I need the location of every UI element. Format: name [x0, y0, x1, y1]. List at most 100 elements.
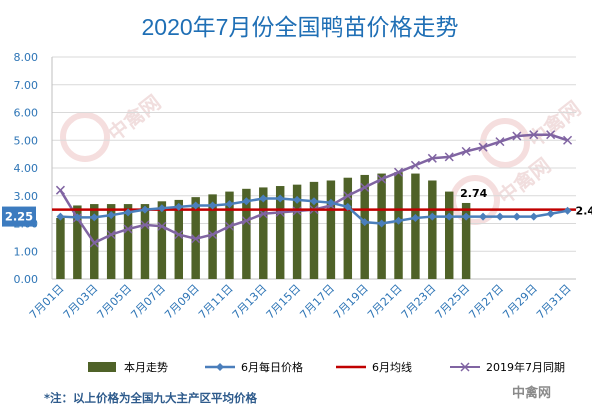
x-tick-label: 7月23日	[399, 282, 439, 322]
marker-june	[56, 212, 65, 221]
marker-june	[225, 200, 234, 209]
marker-june	[276, 194, 285, 203]
bar	[360, 174, 369, 279]
bar	[242, 188, 251, 279]
marker-june	[479, 212, 488, 221]
x-axis: 7月01日7月03日7月05日7月07日7月09日7月11日7月13日7月15日…	[27, 282, 574, 322]
bar	[343, 177, 353, 279]
marker-june	[462, 212, 471, 221]
y-tick-label: 4.00	[14, 162, 39, 175]
marker-2019	[461, 146, 471, 156]
x-tick-label: 7月01日	[27, 282, 67, 322]
marker-june	[512, 212, 521, 221]
marker-june	[157, 204, 166, 213]
bar	[208, 194, 217, 279]
line-series	[52, 130, 576, 248]
x-tick-label: 7月07日	[128, 282, 168, 322]
marker-june	[174, 202, 183, 211]
marker-2019	[478, 142, 488, 152]
marker-june	[360, 218, 369, 227]
y-tick-label: 7.00	[14, 79, 39, 92]
bar	[394, 172, 403, 279]
data-label: 2.25	[5, 210, 33, 224]
marker-june	[563, 206, 572, 215]
x-tick-label: 7月17日	[297, 282, 337, 322]
chart-title: 2020年7月份全国鸭苗价格走势	[142, 14, 459, 40]
brand-logo: 中禽网	[512, 386, 552, 401]
value-badge	[2, 206, 36, 227]
marker-2019	[241, 216, 251, 226]
marker-june	[107, 211, 116, 220]
marker-2019	[444, 152, 454, 162]
marker-2019	[106, 230, 116, 240]
marker-2019	[292, 206, 302, 216]
marker-june	[377, 219, 386, 228]
bar	[123, 204, 133, 279]
legend-item: 6月每日价格	[205, 360, 303, 374]
legend-label: 6月每日价格	[241, 360, 303, 374]
x-tick-label: 7月25日	[433, 282, 473, 322]
marker-june	[394, 216, 403, 225]
legend-item: 2019年7月同期	[450, 360, 565, 374]
marker-june	[529, 212, 538, 221]
x-tick-label: 7月29日	[500, 282, 540, 322]
bar	[445, 191, 454, 279]
marker-2019	[191, 234, 201, 244]
marker-june	[546, 209, 555, 218]
marker-june	[90, 213, 99, 222]
bar	[428, 180, 437, 279]
marker-june	[73, 213, 82, 222]
marker-2019	[512, 131, 522, 141]
bar	[225, 191, 234, 279]
marker-2019	[89, 238, 99, 248]
bar	[140, 204, 150, 279]
marker-2019	[529, 130, 539, 140]
y-tick-label: 5.00	[14, 134, 39, 147]
marker-june	[428, 212, 437, 221]
watermark-ring	[480, 118, 530, 168]
marker-2019	[393, 167, 404, 177]
bar-series	[56, 172, 471, 279]
marker-2019	[427, 153, 437, 163]
marker-2019	[224, 221, 235, 231]
marker-june	[191, 201, 200, 210]
x-tick-label: 7月15日	[264, 282, 304, 322]
marker-2019	[343, 191, 353, 201]
legend-label: 6月均线	[372, 360, 412, 374]
bar	[73, 205, 82, 279]
marker-june	[259, 194, 268, 203]
marker-june	[495, 212, 504, 221]
marker-june	[242, 197, 251, 206]
marker-june	[310, 197, 318, 206]
bar	[326, 180, 336, 279]
marker-2019	[563, 135, 573, 145]
marker-2019	[495, 137, 505, 147]
legend-label: 2019年7月同期	[486, 360, 565, 374]
y-tick-label: 0.00	[14, 273, 39, 286]
bar	[56, 217, 65, 279]
bar	[411, 173, 420, 279]
y-tick-label: 8.00	[14, 51, 39, 64]
x-tick-label: 7月09日	[162, 282, 202, 322]
x-tick-label: 7月05日	[95, 282, 135, 322]
marker-2019	[123, 224, 133, 234]
bar	[106, 204, 116, 279]
bar	[309, 181, 319, 279]
y-tick-label: 6.00	[14, 107, 39, 120]
watermark-text: 中禽网	[103, 90, 165, 146]
marker-2019	[140, 220, 150, 230]
marker-2019	[258, 209, 268, 219]
watermark-text: 中禽网	[493, 153, 555, 209]
x-tick-label: 7月11日	[196, 282, 236, 322]
marker-june	[208, 201, 217, 210]
marker-2019	[157, 221, 167, 231]
bar	[157, 201, 167, 279]
legend-item: 本月走势	[88, 360, 168, 374]
marker-june	[445, 212, 454, 221]
data-label: 2.46	[576, 205, 592, 218]
x-tick-label: 7月31日	[534, 282, 574, 322]
marker-2019	[410, 160, 420, 170]
marker-2019	[360, 182, 370, 192]
bar	[292, 184, 302, 279]
